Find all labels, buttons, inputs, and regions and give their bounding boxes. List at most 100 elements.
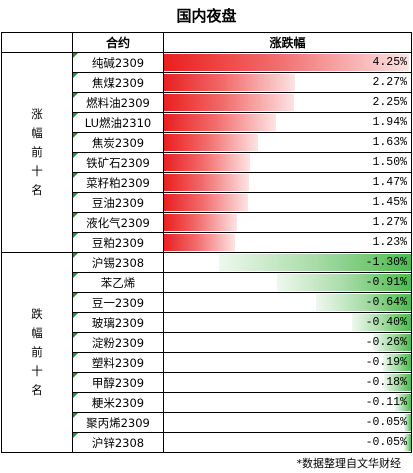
contract-name[interactable]: 粳米2309 bbox=[72, 392, 164, 413]
loser-row[interactable]: 塑料2309 -0.19% bbox=[2, 352, 412, 373]
night-session-table: 合约 涨跌幅 涨幅前十名纯碱2309 4.25% 焦煤2309 2.27% 燃料油230… bbox=[1, 32, 412, 453]
change-value: -0.18% bbox=[365, 376, 407, 389]
change-cell: 1.27% bbox=[163, 212, 412, 233]
group-label-char: 涨 bbox=[31, 107, 43, 121]
change-value: 1.47% bbox=[372, 176, 407, 189]
group-label-char: 名 bbox=[31, 183, 43, 197]
group-label-char: 幅 bbox=[31, 126, 43, 140]
gain-bar bbox=[164, 214, 237, 231]
loss-bar bbox=[373, 334, 411, 351]
losers-group-label: 跌幅前十名 bbox=[1, 252, 73, 453]
loser-row[interactable]: 沪锌2308 -0.05% bbox=[2, 432, 412, 453]
change-value: -0.05% bbox=[365, 436, 407, 449]
gainer-row[interactable]: 豆油2309 1.45% bbox=[2, 192, 412, 213]
group-label-char: 幅 bbox=[31, 326, 43, 340]
gain-bar bbox=[164, 74, 295, 91]
gain-bar bbox=[164, 194, 248, 211]
change-cell: 4.25% bbox=[163, 52, 412, 73]
gainer-row[interactable]: 铁矿石2309 1.50% bbox=[2, 152, 412, 173]
contract-name[interactable]: 焦煤2309 bbox=[72, 72, 164, 93]
footnote: *数据整理自文华财经 bbox=[296, 457, 402, 470]
contract-name[interactable]: 聚丙烯2309 bbox=[72, 412, 164, 433]
header-row: 合约 涨跌幅 bbox=[1, 32, 412, 53]
loss-bar bbox=[219, 254, 411, 271]
change-value: 1.23% bbox=[372, 236, 407, 249]
loser-row[interactable]: 淀粉2309 -0.26% bbox=[2, 332, 412, 353]
loss-bar bbox=[383, 354, 411, 371]
contract-name[interactable]: 塑料2309 bbox=[72, 352, 164, 373]
change-cell: -0.05% bbox=[163, 412, 412, 433]
change-value: -0.05% bbox=[365, 416, 407, 429]
change-cell: 1.94% bbox=[163, 112, 412, 133]
loser-row[interactable]: 跌幅前十名沪锡2308 -1.30% bbox=[1, 252, 412, 453]
change-value: 1.94% bbox=[372, 116, 407, 129]
contract-name[interactable]: 焦炭2309 bbox=[72, 132, 164, 153]
header-blank bbox=[1, 32, 73, 53]
contract-name[interactable]: 菜籽粕2309 bbox=[72, 172, 164, 193]
gainer-row[interactable]: 涨幅前十名纯碱2309 4.25% bbox=[1, 52, 412, 253]
gainer-row[interactable]: 焦煤2309 2.27% bbox=[2, 72, 412, 93]
contract-name[interactable]: 豆一2309 bbox=[72, 292, 164, 313]
change-value: -0.40% bbox=[365, 316, 407, 329]
contract-name[interactable]: 玻璃2309 bbox=[72, 312, 164, 333]
page-title: 国内夜盘 bbox=[176, 7, 237, 25]
contract-name[interactable]: 豆油2309 bbox=[72, 192, 164, 213]
change-cell: -0.19% bbox=[163, 352, 412, 373]
change-cell: 1.63% bbox=[163, 132, 412, 153]
change-value: 1.27% bbox=[372, 216, 407, 229]
loss-bar bbox=[352, 314, 411, 331]
change-value: 2.25% bbox=[372, 96, 407, 109]
contract-name[interactable]: 苯乙烯 bbox=[72, 272, 164, 293]
gain-bar bbox=[164, 114, 276, 131]
group-label-char: 名 bbox=[31, 383, 43, 397]
change-cell: 2.25% bbox=[163, 92, 412, 113]
gain-bar bbox=[164, 54, 409, 71]
change-cell: 2.27% bbox=[163, 72, 412, 93]
loser-row[interactable]: 甲醇2309 -0.18% bbox=[2, 372, 412, 393]
change-cell: -1.30% bbox=[163, 252, 412, 273]
contract-name[interactable]: LU燃油2310 bbox=[72, 112, 164, 133]
loss-bar bbox=[395, 394, 411, 411]
group-label-char: 前 bbox=[31, 345, 43, 359]
contract-name[interactable]: 沪锡2308 bbox=[72, 252, 164, 273]
change-cell: -0.40% bbox=[163, 312, 412, 333]
contract-name[interactable]: 液化气2309 bbox=[72, 212, 164, 233]
contract-name[interactable]: 淀粉2309 bbox=[72, 332, 164, 353]
loser-row[interactable]: 苯乙烯 -0.91% bbox=[2, 272, 412, 293]
contract-name[interactable]: 豆粕2309 bbox=[72, 232, 164, 253]
group-label-char: 跌 bbox=[31, 307, 43, 321]
loss-bar bbox=[384, 374, 411, 391]
change-value: 1.63% bbox=[372, 136, 407, 149]
group-label-char: 十 bbox=[31, 164, 43, 178]
gain-bar bbox=[164, 154, 250, 171]
loss-bar bbox=[404, 434, 411, 451]
change-value: -0.11% bbox=[365, 396, 407, 409]
header-change[interactable]: 涨跌幅 bbox=[163, 32, 412, 53]
gain-bar bbox=[164, 134, 258, 151]
change-value: -0.91% bbox=[365, 276, 407, 289]
change-value: -1.30% bbox=[365, 256, 407, 269]
change-cell: -0.26% bbox=[163, 332, 412, 353]
gain-bar bbox=[164, 234, 235, 251]
change-value: -0.26% bbox=[365, 336, 407, 349]
gainer-row[interactable]: 液化气2309 1.27% bbox=[2, 212, 412, 233]
change-cell: -0.91% bbox=[163, 272, 412, 293]
contract-name[interactable]: 燃料油2309 bbox=[72, 92, 164, 113]
loss-bar bbox=[404, 414, 411, 431]
change-value: -0.64% bbox=[365, 296, 407, 309]
change-value: 4.25% bbox=[372, 56, 407, 69]
change-cell: 1.50% bbox=[163, 152, 412, 173]
contract-name[interactable]: 沪锌2308 bbox=[72, 432, 164, 453]
change-cell: 1.47% bbox=[163, 172, 412, 193]
contract-name[interactable]: 甲醇2309 bbox=[72, 372, 164, 393]
change-value: 1.45% bbox=[372, 196, 407, 209]
gainers-group-label: 涨幅前十名 bbox=[1, 52, 73, 253]
header-contract[interactable]: 合约 bbox=[72, 32, 164, 53]
loss-bar bbox=[277, 274, 411, 291]
change-cell: -0.05% bbox=[163, 432, 412, 453]
contract-name[interactable]: 铁矿石2309 bbox=[72, 152, 164, 173]
change-cell: 1.45% bbox=[163, 192, 412, 213]
gainer-row[interactable]: 焦炭2309 1.63% bbox=[2, 132, 412, 153]
contract-name[interactable]: 纯碱2309 bbox=[72, 52, 164, 73]
group-label-char: 前 bbox=[31, 145, 43, 159]
